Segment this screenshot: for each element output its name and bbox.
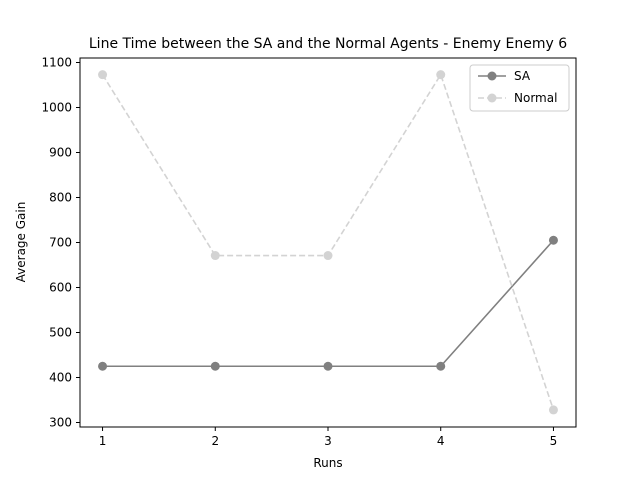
- x-tick-label: 4: [437, 434, 445, 448]
- data-point-normal: [436, 70, 446, 80]
- plot-area: [98, 70, 558, 415]
- legend-label-sa: SA: [514, 69, 531, 83]
- legend-marker-normal: [487, 93, 497, 103]
- y-tick-label: 800: [49, 191, 72, 205]
- data-point-sa: [436, 361, 446, 371]
- x-axis-label: Runs: [313, 456, 342, 470]
- y-tick-label: 700: [49, 236, 72, 250]
- legend: SA Normal: [469, 64, 570, 112]
- y-tick-label: 1000: [41, 101, 72, 115]
- series-line-normal: [101, 72, 555, 411]
- legend-label-normal: Normal: [514, 91, 557, 105]
- data-point-normal: [98, 70, 108, 80]
- y-tick-label: 1100: [41, 56, 72, 70]
- y-tick-label: 500: [49, 326, 72, 340]
- data-point-sa: [98, 361, 108, 371]
- axes-frame: [79, 57, 577, 428]
- chart-title: Line Time between the SA and the Normal …: [89, 36, 567, 52]
- x-tick-label: 5: [550, 434, 558, 448]
- data-point-normal: [548, 405, 558, 415]
- axis-ticks: 1 2 3 4 5 300 400 500 600 700 800 900 1000 1100: [41, 56, 557, 449]
- y-axis-label: Average Gain: [14, 202, 28, 283]
- y-tick-label: 400: [49, 371, 72, 385]
- y-tick-label: 600: [49, 281, 72, 295]
- data-point-sa: [323, 361, 333, 371]
- y-tick-label: 300: [49, 416, 72, 430]
- y-tick-label: 900: [49, 146, 72, 160]
- data-point-sa: [548, 235, 558, 245]
- x-tick-label: 2: [211, 434, 219, 448]
- data-point-normal: [323, 251, 333, 261]
- data-point-normal: [210, 251, 220, 261]
- data-point-sa: [210, 361, 220, 371]
- legend-marker-sa: [487, 71, 497, 81]
- x-tick-label: 3: [324, 434, 332, 448]
- x-tick-label: 1: [99, 434, 107, 448]
